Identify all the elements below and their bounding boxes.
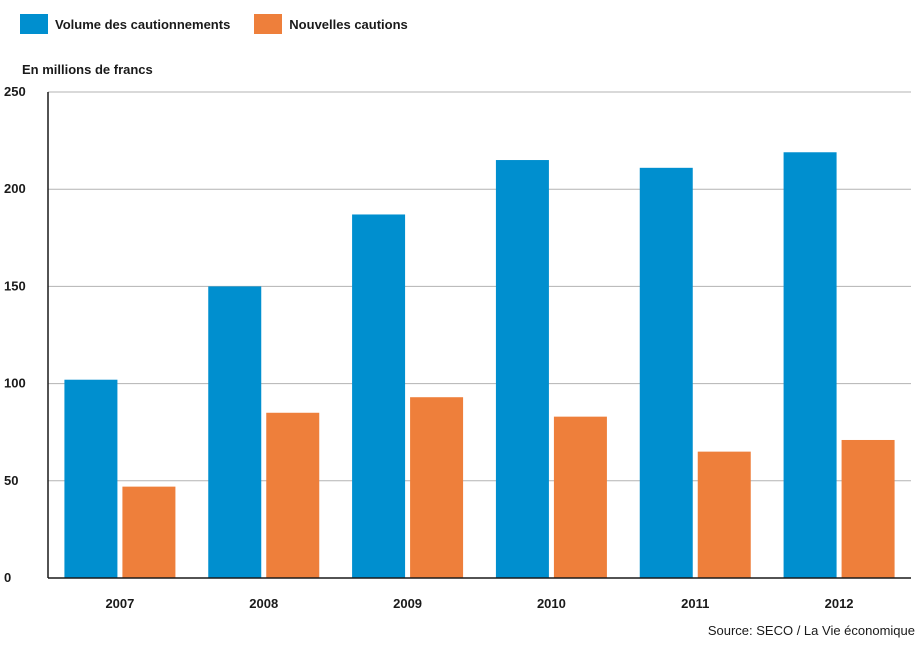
legend-item-nouvelles: Nouvelles cautions <box>254 14 408 34</box>
legend-item-volume: Volume des cautionnements <box>20 14 230 34</box>
bar-nouvelles-2012 <box>841 439 895 578</box>
x-tick-label-2010: 2010 <box>537 596 566 611</box>
x-tick-label-2007: 2007 <box>105 596 134 611</box>
legend-label-volume: Volume des cautionnements <box>55 16 231 32</box>
legend-swatch-nouvelles <box>254 14 283 34</box>
bar-volume-2012 <box>783 152 837 578</box>
y-tick-label-0: 0 <box>4 570 11 585</box>
bar-volume-2008 <box>208 286 262 578</box>
chart-legend: Volume des cautionnements Nouvelles caut… <box>20 12 408 36</box>
bar-nouvelles-2010 <box>553 416 607 578</box>
x-tick-label-2012: 2012 <box>825 596 854 611</box>
legend-swatch-volume <box>20 14 48 34</box>
y-tick-label-100: 100 <box>4 376 26 391</box>
bar-nouvelles-2011 <box>697 451 751 578</box>
bar-volume-2011 <box>639 167 693 579</box>
source-note: Source: SECO / La Vie économique <box>707 623 915 638</box>
x-tick-label-2011: 2011 <box>681 596 709 611</box>
legend-label-nouvelles: Nouvelles cautions <box>289 16 408 32</box>
bar-volume-2010 <box>495 160 549 579</box>
bar-volume-2009 <box>352 214 406 579</box>
x-tick-label-2009: 2009 <box>393 596 422 611</box>
bar-volume-2007 <box>64 379 118 578</box>
y-tick-label-250: 250 <box>4 84 26 99</box>
y-axis-unit-label: En millions de francs <box>22 62 153 77</box>
x-tick-label-2008: 2008 <box>249 596 278 611</box>
y-tick-label-150: 150 <box>4 278 26 293</box>
bar-nouvelles-2008 <box>266 412 320 578</box>
bar-nouvelles-2009 <box>410 397 464 578</box>
y-tick-label-50: 50 <box>4 473 18 488</box>
bar-nouvelles-2007 <box>122 486 176 578</box>
y-tick-label-200: 200 <box>4 181 26 196</box>
